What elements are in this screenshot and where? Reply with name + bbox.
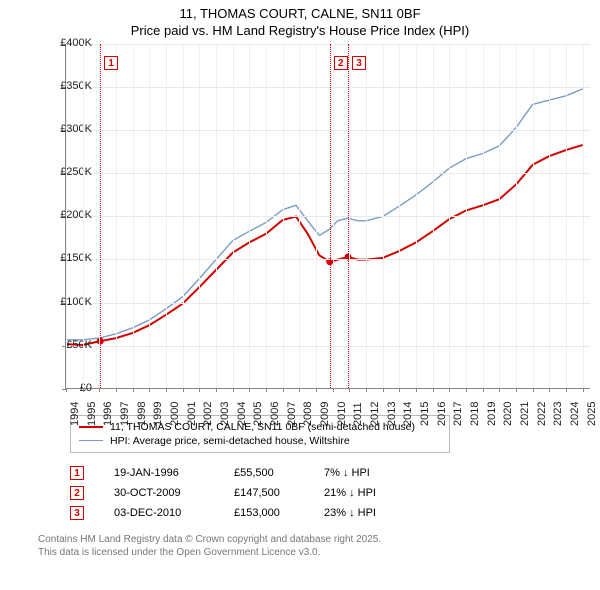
x-axis-label: 1995 bbox=[86, 401, 102, 425]
x-axis-label: 2017 bbox=[452, 401, 468, 425]
x-axis-label: 2011 bbox=[352, 402, 368, 426]
sales-row-date: 30-OCT-2009 bbox=[114, 487, 234, 499]
x-axis-label: 2021 bbox=[519, 401, 535, 425]
sales-row-delta: 21% ↓ HPI bbox=[324, 487, 434, 499]
sale-marker-1: 1 bbox=[104, 56, 118, 70]
sales-table: 1 19-JAN-1996£55,5007% ↓ HPI 2 30-OCT-2009£… bbox=[70, 463, 600, 523]
plot-region: £0£50K£100K£150K£200K£250K£300K£350K£400… bbox=[65, 44, 590, 389]
x-axis-label: 1997 bbox=[119, 401, 135, 425]
sale-marker-2: 2 bbox=[334, 56, 348, 70]
sales-row: 3 03-DEC-2010£153,00023% ↓ HPI bbox=[70, 503, 600, 523]
x-axis-label: 2006 bbox=[269, 401, 285, 425]
sales-row: 1 19-JAN-1996£55,5007% ↓ HPI bbox=[70, 463, 600, 483]
x-axis-label: 2025 bbox=[586, 401, 600, 425]
x-axis-label: 2001 bbox=[186, 401, 202, 425]
x-axis-label: 1999 bbox=[152, 401, 168, 425]
sales-row: 2 30-OCT-2009£147,50021% ↓ HPI bbox=[70, 483, 600, 503]
series-price_paid bbox=[66, 145, 583, 345]
sales-row-marker: 2 bbox=[70, 486, 84, 500]
footer-line-2: This data is licensed under the Open Gov… bbox=[38, 546, 600, 560]
x-axis-label: 2020 bbox=[502, 401, 518, 425]
x-axis-label: 2014 bbox=[402, 401, 418, 425]
x-axis-label: 2023 bbox=[552, 401, 568, 425]
sales-row-date: 03-DEC-2010 bbox=[114, 507, 234, 519]
sales-row-price: £55,500 bbox=[234, 467, 324, 479]
sales-row-marker: 3 bbox=[70, 506, 84, 520]
title-line-1: 11, THOMAS COURT, CALNE, SN11 0BF bbox=[10, 6, 590, 23]
x-axis-label: 2024 bbox=[569, 401, 585, 425]
x-axis-label: 2013 bbox=[386, 401, 402, 425]
x-axis-label: 2022 bbox=[536, 401, 552, 425]
sales-row-delta: 23% ↓ HPI bbox=[324, 507, 434, 519]
x-axis-label: 1994 bbox=[69, 401, 85, 425]
x-axis-label: 2008 bbox=[302, 401, 318, 425]
x-axis-label: 1996 bbox=[102, 401, 118, 425]
x-axis-label: 2007 bbox=[286, 401, 302, 425]
sale-marker-3: 3 bbox=[352, 56, 366, 70]
sales-row-date: 19-JAN-1996 bbox=[114, 467, 234, 479]
footer: Contains HM Land Registry data © Crown c… bbox=[38, 533, 600, 560]
title-line-2: Price paid vs. HM Land Registry's House … bbox=[10, 23, 590, 40]
x-axis-label: 2012 bbox=[369, 401, 385, 425]
x-axis-label: 2004 bbox=[236, 401, 252, 425]
sales-row-price: £153,000 bbox=[234, 507, 324, 519]
x-axis-label: 2010 bbox=[336, 401, 352, 425]
chart-area: £0£50K£100K£150K£200K£250K£300K£350K£400… bbox=[30, 44, 595, 409]
x-axis-label: 2005 bbox=[252, 401, 268, 425]
sales-row-price: £147,500 bbox=[234, 487, 324, 499]
x-axis-label: 2019 bbox=[486, 401, 502, 425]
x-axis-label: 2016 bbox=[436, 401, 452, 425]
x-axis-label: 2000 bbox=[169, 401, 185, 425]
sales-row-delta: 7% ↓ HPI bbox=[324, 467, 434, 479]
x-axis-label: 1998 bbox=[136, 401, 152, 425]
sales-row-marker: 1 bbox=[70, 466, 84, 480]
x-axis-label: 2009 bbox=[319, 401, 335, 425]
x-axis-label: 2018 bbox=[469, 401, 485, 425]
footer-line-1: Contains HM Land Registry data © Crown c… bbox=[38, 533, 600, 547]
x-axis-label: 2003 bbox=[219, 401, 235, 425]
x-axis-label: 2015 bbox=[419, 401, 435, 425]
x-axis-label: 2002 bbox=[202, 401, 218, 425]
